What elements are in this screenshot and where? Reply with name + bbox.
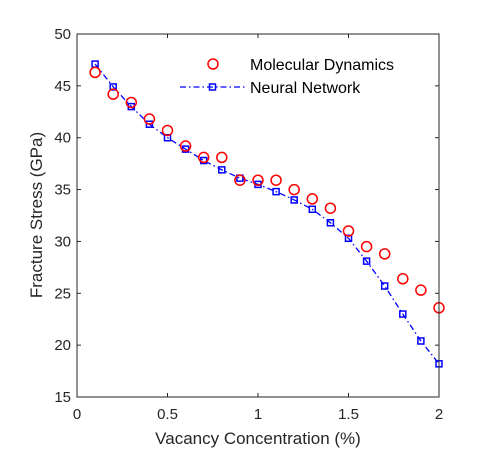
y-tick-label: 25 [54,285,71,302]
x-tick-label: 2 [435,406,443,423]
ticks-layer: 0 0.5 1 1.5 2 15 20 25 30 35 40 45 50 [54,26,443,423]
molecular-dynamics-point [306,193,319,205]
molecular-dynamics-point [270,174,282,186]
molecular-dynamics-point [378,248,391,260]
x-tick-label: 0 [73,406,81,423]
molecular-dynamics-point [415,284,427,296]
legend-md-label: Molecular Dynamics [250,57,394,74]
molecular-dynamics-point [143,113,156,125]
molecular-dynamics-point [179,140,192,152]
neural-network-point [218,166,226,174]
molecular-dynamics-point [107,88,119,100]
molecular-dynamics-point [216,151,228,164]
molecular-dynamics-point [288,183,300,196]
y-tick-label: 40 [54,130,71,147]
legend-nn-label: Neural Network [250,80,361,97]
neural-network-point [308,205,317,214]
y-tick-label: 50 [54,26,71,43]
molecular-dynamics-point [397,273,409,285]
y-tick-label: 35 [54,182,71,199]
neural-network-point [362,257,371,265]
molecular-dynamics-point [125,96,138,109]
molecular-dynamics-point [252,174,264,186]
neural-network-point [380,282,389,290]
neural-network-point [290,196,298,204]
legend-nn-marker-icon [208,83,217,91]
x-tick-label: 0.5 [157,406,178,423]
y-tick-label: 45 [54,78,71,95]
x-tick-label: 1.5 [338,406,359,423]
y-tick-label: 30 [54,233,71,250]
molecular-dynamics-point [89,66,101,79]
plot-area [77,34,439,397]
molecular-dynamics-point [161,124,174,137]
neural-network-point [326,219,335,227]
molecular-dynamics-point [234,174,246,186]
molecular-dynamics-point [197,151,210,164]
legend-md-marker-icon [207,58,219,70]
neural-network-point [417,337,425,345]
molecular-dynamics-point [360,240,373,253]
series-layer [89,60,445,368]
neural-network-point [145,120,154,128]
x-tick-label: 1 [254,406,262,423]
molecular-dynamics-point [342,225,355,237]
neural-network-point [399,310,407,318]
neural-network-point [272,187,280,196]
x-axis-label: Vacancy Concentration (%) [155,429,361,448]
y-tick-label: 15 [54,389,71,406]
legend: Molecular Dynamics Neural Network [180,57,394,97]
molecular-dynamics-point [324,202,337,214]
y-axis-label: Fracture Stress (GPa) [27,132,46,298]
y-tick-label: 20 [54,337,71,354]
